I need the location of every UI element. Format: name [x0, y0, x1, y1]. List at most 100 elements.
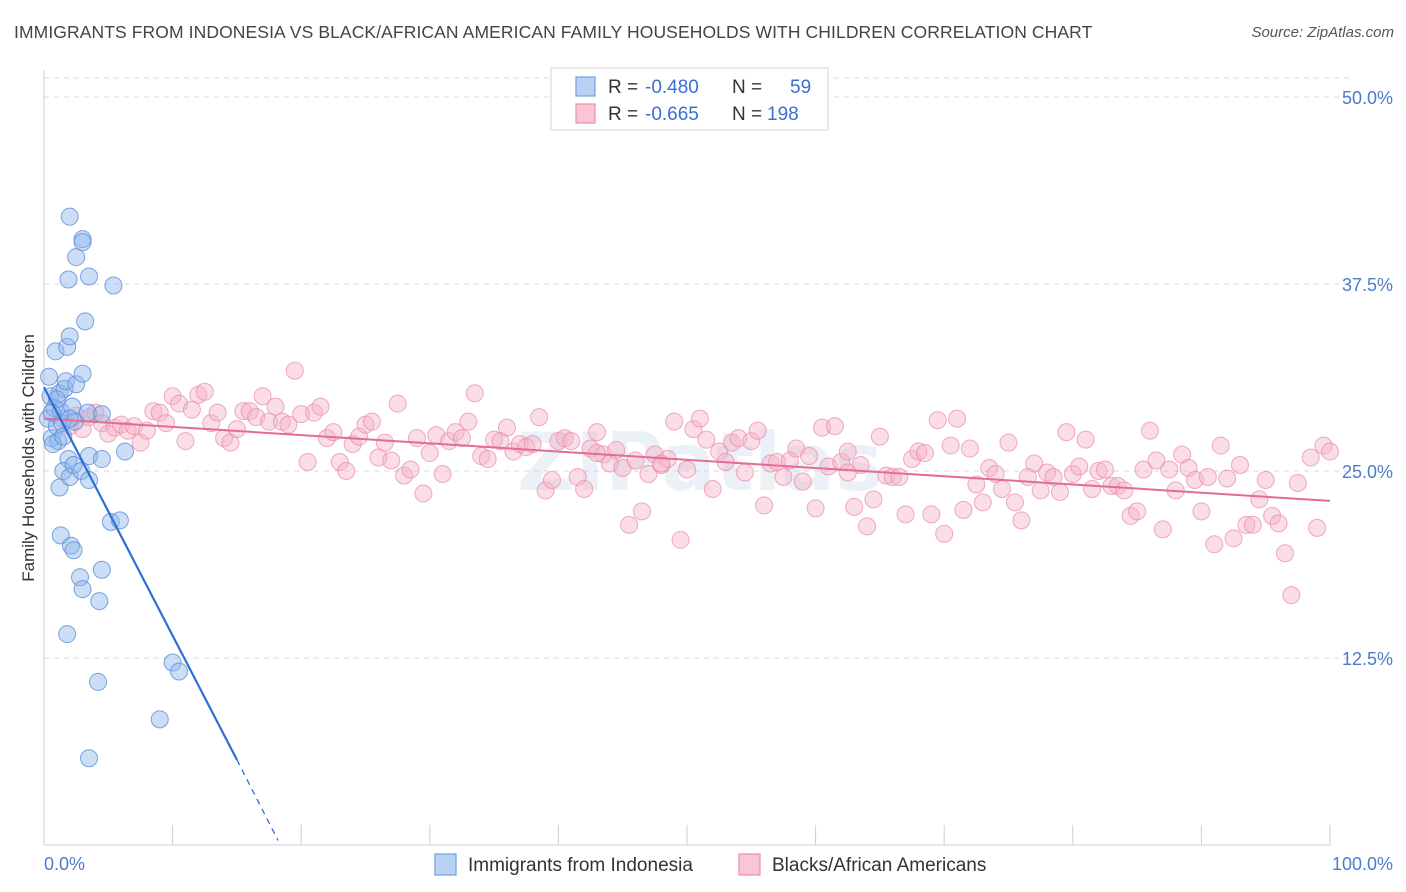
point-blacks-193: [1301, 448, 1320, 467]
point-blacks-66: [478, 450, 497, 469]
point-blacks-152: [1031, 481, 1050, 500]
point-blacks-172: [1160, 460, 1179, 479]
point-blacks-189: [1269, 514, 1288, 533]
point-blacks-162: [1095, 460, 1114, 479]
point-blacks-46: [350, 427, 369, 446]
point-blacks-54: [401, 460, 420, 479]
point-blacks-56: [414, 484, 433, 503]
point-blacks-117: [806, 499, 825, 518]
point-indonesia-13: [56, 372, 75, 391]
point-indonesia-48: [90, 592, 109, 611]
point-blacks-57: [420, 444, 439, 463]
point-blacks-160: [1083, 479, 1102, 498]
point-indonesia-4: [40, 367, 59, 386]
point-blacks-130: [890, 467, 909, 486]
point-blacks-33: [266, 397, 285, 416]
point-blacks-190: [1275, 544, 1294, 563]
point-blacks-91: [639, 464, 658, 483]
point-indonesia-47: [73, 580, 92, 599]
point-indonesia-45: [71, 568, 90, 587]
point-blacks-156: [1057, 423, 1076, 442]
point-blacks-17: [163, 387, 182, 406]
point-blacks-16: [157, 414, 176, 433]
point-blacks-112: [774, 467, 793, 486]
point-indonesia-50: [163, 653, 182, 672]
point-blacks-35: [279, 415, 298, 434]
point-blacks-19: [176, 432, 195, 451]
point-blacks-134: [915, 444, 934, 463]
point-blacks-131: [896, 505, 915, 524]
point-blacks-24: [208, 403, 227, 422]
point-blacks-69: [497, 418, 516, 437]
point-indonesia-12: [55, 379, 74, 398]
y-tick-label-1: 25.0%: [1342, 462, 1393, 482]
y-axis-label: Family Households with Children: [19, 334, 38, 582]
point-blacks-140: [954, 500, 973, 519]
point-blacks-169: [1140, 421, 1159, 440]
point-blacks-157: [1063, 464, 1082, 483]
point-blacks-40: [311, 397, 330, 416]
point-blacks-80: [568, 467, 587, 486]
point-blacks-88: [620, 515, 639, 534]
point-blacks-138: [941, 436, 960, 455]
trend-line-blacks: [43, 417, 1331, 502]
point-blacks-76: [542, 470, 561, 489]
y-tick-label-2: 37.5%: [1342, 275, 1393, 295]
point-blacks-126: [864, 490, 883, 509]
legend-n-label-2: N =: [732, 104, 762, 125]
point-blacks-55: [407, 429, 426, 448]
point-blacks-107: [742, 432, 761, 451]
point-blacks-168: [1134, 460, 1153, 479]
point-blacks-116: [800, 447, 819, 466]
point-blacks-122: [838, 442, 857, 461]
point-blacks-151: [1025, 454, 1044, 473]
point-blacks-185: [1243, 515, 1262, 534]
point-blacks-141: [960, 439, 979, 458]
point-indonesia-53: [150, 710, 169, 729]
point-blacks-48: [362, 412, 381, 431]
point-blacks-100: [697, 430, 716, 449]
legend-n-value-1: 59: [790, 77, 811, 98]
point-indonesia-34: [92, 405, 111, 424]
point-indonesia-19: [59, 450, 78, 469]
point-blacks-98: [684, 420, 703, 439]
point-blacks-118: [813, 418, 832, 437]
point-blacks-22: [195, 382, 214, 401]
point-blacks-45: [343, 435, 362, 454]
point-blacks-186: [1250, 490, 1269, 509]
point-blacks-125: [858, 517, 877, 536]
point-blacks-182: [1224, 529, 1243, 548]
point-blacks-137: [935, 524, 954, 543]
point-blacks-127: [870, 427, 889, 446]
point-blacks-36: [285, 361, 304, 380]
point-blacks-106: [735, 463, 754, 482]
point-blacks-75: [536, 481, 555, 500]
legend-swatch-blue: [575, 76, 596, 97]
point-blacks-177: [1192, 502, 1211, 521]
point-blacks-108: [748, 421, 767, 440]
point-blacks-102: [710, 442, 729, 461]
watermark: ZIPatlas: [517, 416, 883, 509]
point-indonesia-15: [60, 327, 79, 346]
point-blacks-104: [723, 433, 742, 452]
point-indonesia-51: [170, 662, 189, 681]
y-tick-label-3: 50.0%: [1342, 88, 1393, 108]
point-blacks-20: [182, 400, 201, 419]
legend-r-label-2: R =: [608, 104, 638, 125]
point-blacks-153: [1038, 463, 1057, 482]
point-blacks-146: [993, 479, 1012, 498]
point-blacks-52: [388, 394, 407, 413]
point-indonesia-39: [116, 442, 135, 461]
point-blacks-147: [999, 433, 1018, 452]
bottom-legend-label-indonesia: Immigrants from Indonesia: [468, 855, 693, 876]
point-blacks-79: [562, 432, 581, 451]
point-blacks-115: [793, 472, 812, 491]
trend-lines: [43, 386, 1331, 841]
point-blacks-196: [1321, 442, 1339, 461]
point-blacks-167: [1128, 502, 1147, 521]
point-blacks-161: [1089, 462, 1108, 480]
trend-line-indonesia: [43, 386, 238, 761]
source-credit: Source: ZipAtlas.com: [1251, 24, 1394, 41]
point-indonesia-16: [63, 397, 82, 416]
